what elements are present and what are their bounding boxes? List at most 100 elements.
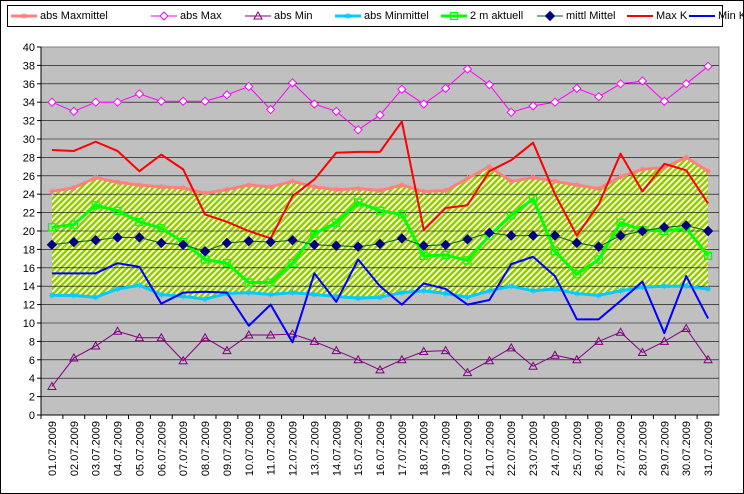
point-2-m-aktuell — [397, 210, 406, 219]
point-mittl-mittel — [46, 239, 58, 251]
point-abs-minmittel — [289, 289, 296, 296]
point-abs-max — [222, 90, 232, 100]
legend-label-abs-min: abs Min — [274, 10, 313, 22]
y-tick-label: 10 — [23, 318, 35, 330]
point-mittl-mittel — [702, 225, 714, 237]
series-abs-minmittel — [48, 282, 712, 303]
legend-swatch-marker — [449, 11, 459, 21]
point-abs-min — [506, 342, 517, 352]
x-tick-label: 29.07.2009 — [659, 421, 671, 476]
point-abs-max — [178, 96, 188, 106]
point-abs-min — [178, 355, 189, 365]
point-abs-max — [156, 96, 166, 106]
point-mittl-mittel — [134, 232, 145, 243]
point-abs-max — [90, 97, 101, 107]
point-abs-minmittel — [530, 287, 537, 294]
point-abs-min — [47, 381, 57, 390]
legend-label-2-m-aktuell: 2 m aktuell — [470, 10, 524, 22]
y-tick-label: 38 — [23, 60, 35, 72]
x-tick-label: 06.07.2009 — [156, 421, 168, 476]
point-abs-maxmittel — [289, 178, 296, 185]
point-abs-max — [200, 96, 210, 106]
point-abs-min — [68, 352, 79, 362]
point-mittl-mittel — [396, 233, 408, 244]
point-abs-max — [309, 99, 320, 109]
legend: abs Maxmittel abs Max abs Min abs Minmittel… — [7, 5, 744, 27]
point-mittl-mittel — [352, 241, 364, 252]
point-abs-maxmittel — [683, 154, 690, 161]
series-abs-max — [47, 61, 713, 135]
point-abs-min — [637, 347, 648, 356]
y-tick-label: 16 — [23, 263, 35, 275]
x-tick-label: 04.07.2009 — [113, 421, 125, 476]
point-abs-min — [593, 336, 604, 345]
series-line-max-k — [51, 120, 709, 240]
point-abs-maxmittel — [420, 188, 427, 195]
point-mittl-mittel — [484, 227, 495, 239]
point-abs-max — [659, 96, 670, 106]
point-mittl-mittel — [68, 236, 80, 248]
point-abs-minmittel — [661, 283, 668, 290]
point-abs-minmittel — [573, 290, 580, 297]
point-abs-max — [528, 101, 538, 111]
y-tick-label: 12 — [23, 300, 35, 312]
legend-swatch-abs-maxmittel — [11, 13, 37, 19]
point-2-m-aktuell — [91, 201, 100, 210]
point-abs-min — [156, 332, 167, 342]
point-abs-minmittel — [508, 283, 515, 290]
point-abs-max — [681, 79, 691, 89]
point-abs-maxmittel — [333, 186, 340, 193]
point-abs-max — [287, 78, 298, 88]
point-abs-max — [462, 64, 473, 74]
point-abs-max — [244, 81, 254, 92]
point-abs-max — [112, 97, 123, 107]
y-tick-label: 28 — [23, 152, 35, 164]
y-tick-label: 26 — [23, 171, 35, 183]
point-abs-max — [703, 61, 713, 72]
point-abs-maxmittel — [639, 166, 646, 173]
point-abs-minmittel — [92, 294, 99, 301]
point-abs-max — [47, 97, 57, 107]
y-tick-label: 36 — [23, 79, 35, 91]
point-abs-minmittel — [48, 292, 55, 299]
point-abs-maxmittel — [508, 178, 515, 185]
point-mittl-mittel — [112, 232, 123, 243]
point-mittl-mittel — [462, 234, 473, 245]
point-abs-min — [571, 354, 582, 364]
series-abs-min — [47, 323, 713, 390]
x-tick-label: 30.07.2009 — [681, 421, 693, 476]
point-abs-minmittel — [617, 287, 624, 294]
series-mittl-mittel — [46, 220, 714, 257]
point-abs-min — [703, 354, 713, 364]
point-abs-maxmittel — [530, 174, 537, 181]
point-mittl-mittel — [637, 225, 648, 237]
point-abs-maxmittel — [92, 174, 99, 181]
point-abs-maxmittel — [377, 187, 383, 194]
point-abs-maxmittel — [398, 182, 405, 188]
point-abs-minmittel — [398, 289, 405, 296]
point-mittl-mittel — [309, 239, 320, 251]
point-2-m-aktuell — [375, 206, 385, 215]
point-abs-max — [637, 76, 648, 86]
x-tick-label: 20.07.2009 — [462, 421, 474, 476]
point-abs-maxmittel — [464, 175, 471, 182]
point-abs-min — [112, 326, 123, 335]
point-abs-maxmittel — [223, 186, 230, 193]
point-abs-min — [375, 364, 385, 374]
x-tick-label: 31.07.2009 — [703, 421, 715, 476]
point-abs-min — [222, 345, 232, 355]
point-abs-max — [572, 83, 582, 94]
point-mittl-mittel — [593, 241, 604, 252]
point-abs-min — [397, 354, 407, 364]
x-tick-label: 16.07.2009 — [375, 421, 387, 476]
y-tick-label: 0 — [29, 410, 35, 422]
legend-label-min-k: Min K — [718, 10, 744, 22]
point-2-m-aktuell — [113, 206, 122, 215]
point-2-m-aktuell — [69, 220, 78, 229]
y-tick-label: 8 — [29, 336, 35, 348]
point-mittl-mittel — [90, 234, 101, 246]
point-abs-min — [265, 329, 276, 339]
point-abs-minmittel — [311, 291, 318, 298]
point-2-m-aktuell — [354, 198, 363, 207]
